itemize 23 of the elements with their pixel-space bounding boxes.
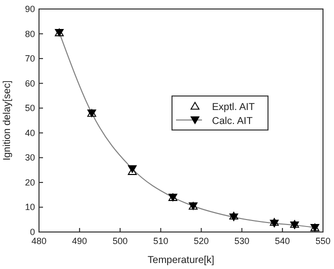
x-tick-label: 540 xyxy=(274,236,290,246)
x-axis-title: Temperature[k] xyxy=(148,255,215,266)
y-tick-label: 80 xyxy=(24,28,35,39)
x-tick-label: 550 xyxy=(315,236,331,246)
legend-label: Exptl. AIT xyxy=(212,102,255,113)
x-tick-label: 480 xyxy=(31,236,47,246)
x-tick-label: 510 xyxy=(153,236,168,246)
y-tick-label: 10 xyxy=(24,202,35,212)
x-tick-label: 490 xyxy=(72,236,88,246)
y-axis-title: Ignition delay[sec] xyxy=(2,80,13,161)
y-tick-label: 30 xyxy=(24,152,35,163)
y-tick-label: 0 xyxy=(30,227,35,237)
y-tick-label: 40 xyxy=(24,128,35,138)
y-tick-label: 70 xyxy=(24,54,35,64)
y-tick-label: 90 xyxy=(24,4,35,14)
y-tick-label: 20 xyxy=(24,177,35,188)
point xyxy=(229,214,238,222)
legend-label: Calc. AIT xyxy=(212,116,253,127)
x-tick-label: 500 xyxy=(112,236,128,246)
y-tick-label: 60 xyxy=(24,78,35,88)
x-tick-label: 520 xyxy=(194,236,209,246)
y-tick-label: 50 xyxy=(24,103,35,114)
x-tick-label: 530 xyxy=(234,236,250,246)
